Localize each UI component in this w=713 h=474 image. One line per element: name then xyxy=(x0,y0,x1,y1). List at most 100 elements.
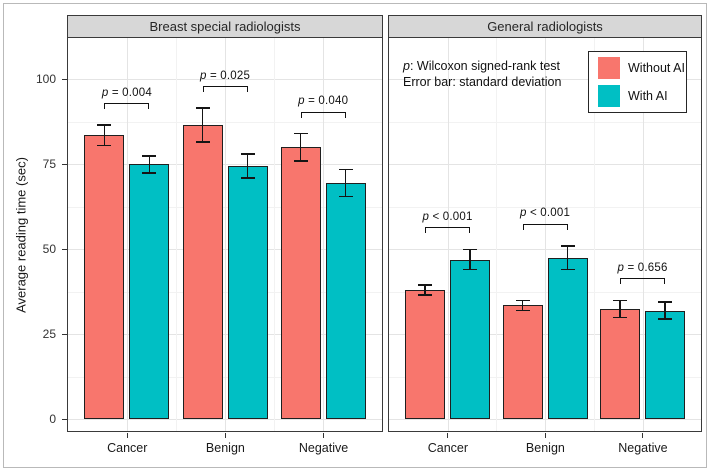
error-bar-line xyxy=(566,245,569,270)
figure-border xyxy=(3,3,707,468)
panel-title: General radiologists xyxy=(487,19,603,34)
error-bar-cap-bottom xyxy=(195,141,210,143)
error-bar-cap-bottom xyxy=(515,309,530,312)
bar-without-ai xyxy=(405,290,445,420)
x-tick-label: Negative xyxy=(618,441,668,455)
error-bar-cap-top xyxy=(142,155,157,157)
panel-header: Breast special radiologists xyxy=(67,15,383,38)
p-value-label: p < 0.001 xyxy=(519,207,571,220)
p-value-label: p < 0.001 xyxy=(422,210,473,223)
x-tick xyxy=(642,432,644,438)
error-bar-cap-top xyxy=(418,284,432,286)
error-bar-cap-bottom xyxy=(338,195,353,198)
legend-swatch-without-ai xyxy=(598,57,620,79)
error-bar-line xyxy=(344,169,347,197)
bar-without-ai xyxy=(280,147,321,420)
y-tick-label: 50 xyxy=(42,241,56,256)
legend-swatch-with-ai xyxy=(598,85,620,107)
error-bar-line xyxy=(201,108,204,143)
error-bar-cap-top xyxy=(195,107,210,109)
bar-with-ai xyxy=(129,164,170,420)
error-bar-cap-top xyxy=(463,248,477,251)
p-value-label: p = 0.040 xyxy=(298,95,349,108)
y-tick-label: 100 xyxy=(35,71,56,86)
x-tick xyxy=(544,432,546,438)
x-tick xyxy=(322,432,325,438)
error-bar-line xyxy=(469,249,471,270)
bar-with-ai xyxy=(547,257,588,420)
error-bar-cap-bottom xyxy=(658,318,672,320)
stat-note-line: p: Wilcoxon signed-rank test xyxy=(403,59,561,73)
stat-note: p: Wilcoxon signed-rank test Error bar: s… xyxy=(403,59,561,90)
x-tick-label: Cancer xyxy=(427,441,469,455)
error-bar-cap-top xyxy=(293,132,308,135)
bar-with-ai xyxy=(450,259,490,420)
y-tick-label: 75 xyxy=(42,156,56,171)
bar-with-ai xyxy=(227,166,268,420)
error-bar-line xyxy=(148,155,151,173)
y-tick-label: 0 xyxy=(49,411,56,426)
y-tick-label: 25 xyxy=(42,326,56,341)
gridline-major-v xyxy=(447,38,449,431)
error-bar-cap-bottom xyxy=(240,177,255,179)
bar-with-ai xyxy=(645,310,685,420)
x-tick-label: Cancer xyxy=(107,441,148,455)
error-bar-line xyxy=(246,154,249,178)
gridline-major-v xyxy=(642,38,644,431)
gridline-minor-v xyxy=(496,38,498,431)
error-bar-line xyxy=(424,285,426,296)
legend-row: Without AI xyxy=(598,57,686,79)
p-value-label: p = 0.656 xyxy=(617,261,668,274)
bar-with-ai xyxy=(325,183,366,420)
legend-label: With AI xyxy=(628,89,668,103)
p-value-label: p = 0.004 xyxy=(101,86,152,99)
significance-bracket xyxy=(620,278,665,285)
error-bar-cap-bottom xyxy=(142,172,157,174)
gridline-minor-v xyxy=(175,38,177,431)
error-bar-line xyxy=(299,133,302,161)
plot-area: p = 0.004 p = 0.025 p = 0.040 xyxy=(67,38,383,432)
error-bar-cap-top xyxy=(240,153,255,155)
y-tick xyxy=(62,78,67,80)
legend-label: Without AI xyxy=(628,61,685,75)
gridline-major-v xyxy=(545,38,546,431)
significance-bracket xyxy=(300,111,346,118)
x-tick xyxy=(126,432,128,438)
error-bar-line xyxy=(619,300,621,318)
x-tick xyxy=(224,432,226,438)
bar-without-ai xyxy=(84,135,125,420)
error-bar-cap-top xyxy=(613,299,627,302)
significance-bracket xyxy=(104,103,150,110)
significance-bracket xyxy=(425,227,470,234)
legend: Without AI With AI xyxy=(588,51,687,113)
stat-note-line: Error bar: standard deviation xyxy=(403,74,562,89)
error-bar-cap-bottom xyxy=(613,316,627,319)
gridline-major-v xyxy=(225,38,226,431)
x-tick xyxy=(447,432,449,438)
error-bar-cap-top xyxy=(658,301,672,303)
y-tick xyxy=(62,163,67,165)
y-axis-title: Average reading time (sec) xyxy=(13,157,29,313)
x-tick-label: Benign xyxy=(525,441,565,455)
error-bar-line xyxy=(103,125,106,146)
error-bar-cap-bottom xyxy=(463,268,477,271)
error-bar-cap-top xyxy=(338,168,353,171)
error-bar-line xyxy=(521,300,524,311)
gridline-major-v xyxy=(126,38,128,431)
error-bar-cap-top xyxy=(515,299,530,302)
panel-breast-special-radiologists: Breast special radiologists p = 0.004 p =… xyxy=(67,15,383,455)
significance-bracket xyxy=(202,86,248,93)
error-bar-cap-bottom xyxy=(560,268,575,271)
gridline-minor-v xyxy=(274,38,276,431)
y-tick xyxy=(62,248,67,250)
legend-row: With AI xyxy=(598,85,686,107)
error-bar-cap-bottom xyxy=(97,144,112,147)
panel-title: Breast special radiologists xyxy=(149,19,301,34)
significance-bracket xyxy=(522,223,568,230)
gridline-minor-v xyxy=(593,38,595,431)
error-bar-line xyxy=(664,302,666,319)
error-bar-cap-bottom xyxy=(418,294,432,296)
y-tick xyxy=(62,333,67,335)
error-bar-cap-bottom xyxy=(293,160,308,162)
